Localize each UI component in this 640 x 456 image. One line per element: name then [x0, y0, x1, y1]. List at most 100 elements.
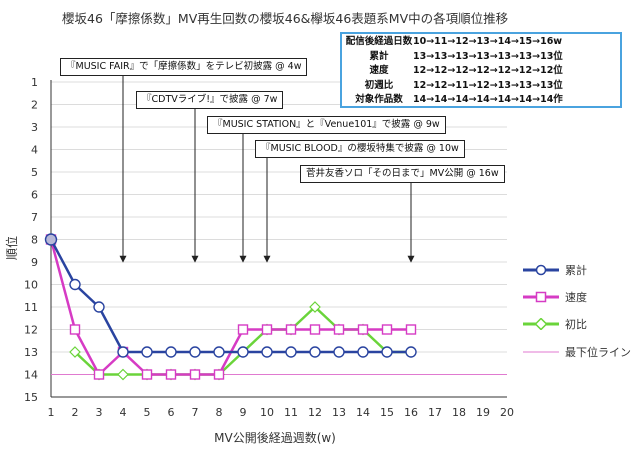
y-tick-label: 13: [24, 346, 38, 359]
data-point: [117, 368, 129, 381]
data-point: [357, 346, 369, 358]
data-point: [309, 324, 321, 335]
data-point: [309, 301, 321, 313]
y-tick-label: 4: [31, 144, 38, 157]
x-tick-label: 18: [452, 406, 466, 419]
summary-row: 累計 13→13→13→13→13→13→13位: [345, 50, 617, 65]
y-tick-label: 6: [31, 189, 38, 202]
y-tick-label: 3: [31, 121, 38, 134]
annotation-music-station: 『MUSIC STATION』と『Venue101』で披露 @ 9w: [207, 116, 446, 134]
data-point: [285, 346, 297, 358]
summary-value: 14→14→14→14→14→14→14作: [413, 94, 563, 106]
summary-label: 配信後経過日数: [345, 36, 413, 47]
annotation-cdtv: 『CDTVライブ!』で披露 @ 7w: [136, 91, 284, 109]
data-point: [93, 301, 105, 313]
legend-item-speed: 速度: [523, 289, 587, 305]
x-tick-labels: 1 2 3 4 5 6 7 8 9 10 11 12 13 14 15 16 17 18 19 20: [48, 406, 515, 419]
series-line: [49, 238, 411, 354]
y-tick-label: 11: [24, 301, 38, 314]
summary-value: 10→11→12→13→14→15→16w: [413, 36, 563, 47]
x-tick-label: 12: [308, 406, 322, 419]
x-tick-label: 3: [96, 406, 103, 419]
data-point: [69, 324, 81, 335]
data-point: [189, 369, 201, 380]
x-tick-label: 16: [404, 406, 418, 419]
x-tick-label: 1: [48, 406, 55, 419]
data-point: [333, 346, 345, 358]
data-point: [213, 346, 225, 358]
annotation-mv-release: 菅井友香ソロ「その日まで」MV公開 @ 16w: [300, 165, 505, 183]
data-point: [189, 346, 201, 358]
y-tick-label: 14: [24, 369, 38, 382]
data-point: [381, 346, 393, 358]
summary-row: 対象作品数 14→14→14→14→14→14→14作: [345, 93, 617, 108]
data-point: [141, 369, 153, 380]
y-tick-label: 12: [24, 324, 38, 337]
legend-label: 累計: [565, 264, 587, 277]
chart-title: 櫻坂46「摩擦係数」MV再生回数の櫻坂46&欅坂46表題系MV中の各項順位推移: [62, 11, 509, 26]
data-point: [44, 233, 58, 246]
data-point: [405, 324, 417, 335]
data-point: [141, 346, 153, 358]
data-point: [261, 346, 273, 358]
data-point: [93, 369, 105, 380]
annotation-music-fair: 『MUSIC FAIR』で「摩擦係数」をテレビ初披露 @ 4w: [60, 58, 308, 76]
legend-label: 最下位ライン: [565, 346, 631, 359]
y-tick-label: 9: [31, 256, 38, 269]
summary-label: 累計: [369, 50, 389, 62]
series-line: [74, 305, 411, 376]
x-tick-label: 6: [168, 406, 175, 419]
data-point: [237, 346, 249, 358]
legend-item-cumulative: 累計: [523, 262, 587, 278]
data-point: [165, 346, 177, 358]
summary-value: 13→13→13→13→13→13→13位: [413, 50, 563, 62]
x-tick-label: 20: [500, 406, 514, 419]
summary-value: 12→12→12→12→12→12→12位: [413, 65, 563, 77]
legend-line-icon: [523, 351, 559, 353]
summary-label: 初週比: [364, 79, 394, 91]
legend-label: 速度: [565, 291, 587, 304]
y-tick-label: 8: [31, 234, 38, 247]
x-tick-label: 11: [284, 406, 298, 419]
data-point: [309, 346, 321, 358]
summary-row: 配信後経過日数 10→11→12→13→14→15→16w: [345, 35, 617, 50]
x-tick-label: 17: [428, 406, 442, 419]
data-point: [405, 346, 417, 358]
x-tick-label: 9: [240, 406, 247, 419]
x-tick-label: 2: [72, 406, 79, 419]
x-axis-label: MV公開後経過週数(w): [214, 430, 336, 445]
y-tick-label: 7: [31, 211, 38, 224]
y-tick-label: 1: [31, 76, 38, 89]
y-tick-label: 15: [24, 391, 38, 404]
legend-diamond-marker-icon: [523, 318, 559, 330]
x-tick-label: 4: [120, 406, 127, 419]
data-point: [381, 324, 393, 335]
data-point: [357, 324, 369, 335]
summary-value: 12→12→11→12→13→13→13位: [413, 79, 563, 91]
summary-box: 配信後経過日数 10→11→12→13→14→15→16w 累計 13→13→1…: [340, 32, 622, 108]
summary-label: 対象作品数: [355, 94, 403, 106]
summary-label: 速度: [369, 65, 389, 77]
x-tick-label: 15: [380, 406, 394, 419]
legend-label: 初比: [565, 318, 587, 331]
data-point: [69, 278, 81, 291]
summary-row: 速度 12→12→12→12→12→12→12位: [345, 64, 617, 79]
annotation-music-blood: 『MUSIC BLOOD』の櫻坂特集で披露 @ 10w: [255, 140, 465, 158]
data-point: [165, 369, 177, 380]
y-tick-label: 5: [31, 166, 38, 179]
legend-circle-marker-icon: [523, 264, 559, 276]
x-tick-label: 14: [356, 406, 370, 419]
legend-item-first-week: 初比: [523, 316, 587, 332]
data-point: [237, 324, 249, 335]
data-point: [261, 324, 273, 335]
annotation-arrows: [119, 74, 415, 263]
x-tick-label: 19: [476, 406, 490, 419]
legend-item-lowest-line: 最下位ライン: [523, 344, 631, 360]
x-tick-label: 7: [192, 406, 199, 419]
x-tick-label: 13: [332, 406, 346, 419]
data-point: [117, 346, 129, 358]
data-point: [213, 369, 225, 380]
series-lines: [44, 233, 507, 381]
